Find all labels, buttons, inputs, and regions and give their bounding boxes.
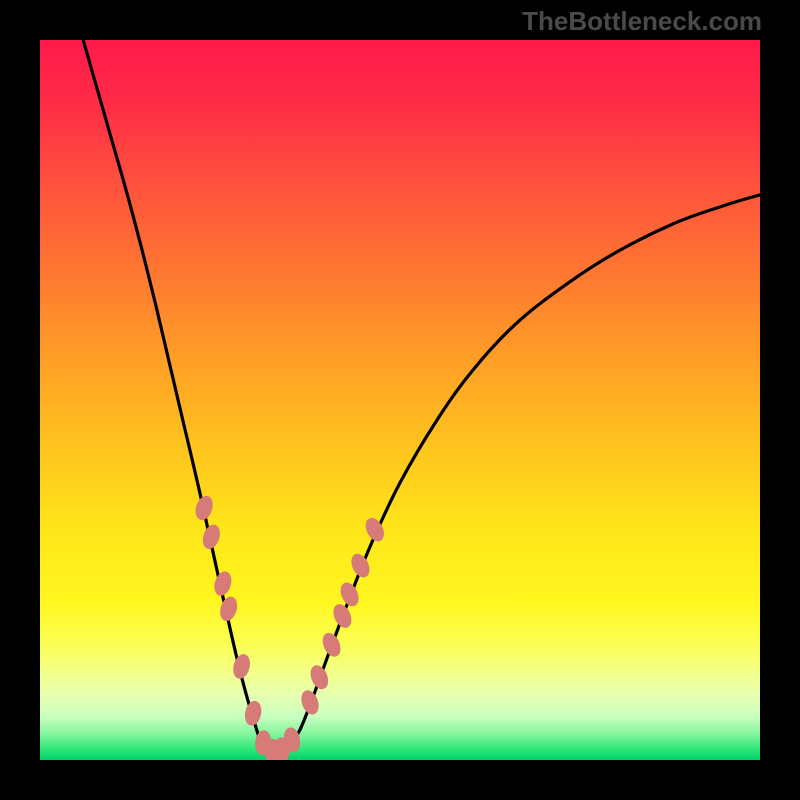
curve-layer: [40, 40, 760, 760]
data-marker: [320, 631, 343, 659]
data-marker: [338, 580, 362, 608]
data-marker: [299, 689, 321, 717]
data-marker: [212, 570, 233, 597]
chart-container: TheBottleneck.com: [0, 0, 800, 800]
bottleneck-curve: [83, 40, 760, 755]
data-markers: [193, 494, 387, 760]
plot-frame: [40, 40, 760, 760]
data-marker: [308, 663, 331, 691]
curve-path: [83, 40, 760, 755]
data-marker: [243, 700, 263, 727]
data-marker: [193, 494, 215, 521]
watermark-text: TheBottleneck.com: [522, 6, 762, 37]
data-marker: [218, 595, 239, 622]
data-marker: [201, 523, 223, 550]
data-marker: [348, 552, 372, 580]
data-marker: [231, 653, 252, 680]
data-marker: [331, 602, 355, 630]
